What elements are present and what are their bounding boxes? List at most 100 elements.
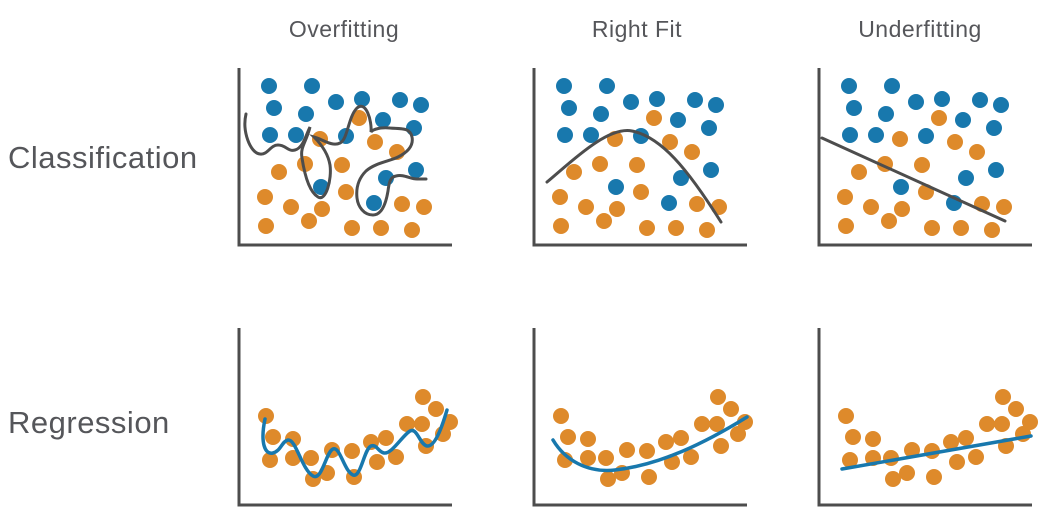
class-blue-dots	[701, 120, 717, 136]
class-blue-dots	[413, 97, 429, 113]
column-header-overfitting: Overfitting	[288, 16, 400, 42]
regression-orange-dots	[265, 429, 281, 445]
regression-orange-dots	[658, 434, 674, 450]
regression-orange-dots	[619, 442, 635, 458]
class-orange-dots	[566, 164, 582, 180]
regression-orange-dots	[378, 430, 394, 446]
class-orange-dots	[996, 199, 1012, 215]
class-blue-dots	[670, 112, 686, 128]
class-blue-dots	[993, 97, 1009, 113]
regression-orange-dots	[580, 450, 596, 466]
row-label-classification: Classification	[8, 140, 198, 175]
class-blue-dots	[288, 127, 304, 143]
class-blue-dots	[988, 162, 1004, 178]
class-orange-dots	[404, 222, 420, 238]
class-blue-dots	[328, 94, 344, 110]
column-header-right-fit: Right Fit	[591, 16, 683, 42]
class-blue-dots	[918, 128, 934, 144]
class-blue-dots	[608, 179, 624, 195]
class-orange-dots	[668, 220, 684, 236]
class-blue-dots	[661, 195, 677, 211]
class-orange-dots	[338, 184, 354, 200]
class-blue-dots	[583, 127, 599, 143]
panel-classification-underfitting	[817, 68, 1032, 247]
class-orange-dots	[596, 213, 612, 229]
class-blue-dots	[955, 112, 971, 128]
class-orange-dots	[344, 220, 360, 236]
class-orange-dots	[629, 157, 645, 173]
class-orange-dots	[257, 189, 273, 205]
class-orange-dots	[881, 213, 897, 229]
axis-lines	[817, 68, 1032, 247]
regression-orange-dots	[885, 471, 901, 487]
class-orange-dots	[851, 164, 867, 180]
class-blue-dots	[986, 120, 1002, 136]
class-blue-dots	[304, 78, 320, 94]
class-orange-dots	[931, 110, 947, 126]
class-orange-dots	[373, 220, 389, 236]
regression-orange-dots	[580, 431, 596, 447]
class-blue-dots	[366, 195, 382, 211]
panel-regression-overfitting	[237, 328, 458, 507]
class-blue-dots	[408, 162, 424, 178]
regression-orange-dots	[641, 469, 657, 485]
regression-orange-dots	[838, 408, 854, 424]
straight-decision-boundary	[820, 136, 1007, 223]
panel-classification-right-fit	[532, 68, 747, 247]
class-blue-dots	[884, 78, 900, 94]
regression-orange-dots	[710, 389, 726, 405]
class-orange-dots	[699, 222, 715, 238]
regression-orange-dots	[560, 429, 576, 445]
class-orange-dots	[837, 189, 853, 205]
smooth-arc-decision-boundary	[545, 129, 723, 224]
class-orange-dots	[552, 189, 568, 205]
class-orange-dots	[367, 134, 383, 150]
class-blue-dots	[842, 127, 858, 143]
regression-orange-dots	[943, 434, 959, 450]
row-label-regression: Regression	[8, 405, 170, 440]
class-blue-dots	[708, 97, 724, 113]
class-orange-dots	[633, 184, 649, 200]
class-orange-dots	[914, 157, 930, 173]
class-blue-dots	[893, 179, 909, 195]
class-orange-dots	[984, 222, 1000, 238]
class-orange-dots	[953, 220, 969, 236]
class-blue-dots	[392, 92, 408, 108]
regression-orange-dots	[926, 469, 942, 485]
regression-orange-dots	[968, 449, 984, 465]
regression-orange-dots	[598, 450, 614, 466]
class-blue-dots	[908, 94, 924, 110]
regression-orange-dots	[1008, 401, 1024, 417]
class-blue-dots	[623, 94, 639, 110]
regression-orange-dots	[730, 426, 746, 442]
class-blue-dots	[934, 91, 950, 107]
class-blue-dots	[556, 78, 572, 94]
regression-orange-dots	[949, 454, 965, 470]
class-orange-dots	[283, 199, 299, 215]
regression-orange-dots	[683, 449, 699, 465]
column-header-underfitting: Underfitting	[858, 16, 982, 42]
axis-lines	[237, 68, 452, 247]
regression-orange-dots	[303, 450, 319, 466]
class-orange-dots	[609, 201, 625, 217]
class-orange-dots	[892, 131, 908, 147]
class-orange-dots	[314, 201, 330, 217]
panel-regression-right-fit	[532, 328, 753, 507]
panel-classification-overfitting	[237, 68, 452, 247]
class-blue-dots	[406, 120, 422, 136]
regression-orange-dots	[399, 416, 415, 432]
class-orange-dots	[689, 196, 705, 212]
regression-orange-dots	[415, 389, 431, 405]
smooth-curve-fit-line	[551, 415, 749, 473]
class-blue-dots	[878, 106, 894, 122]
axis-lines	[532, 68, 747, 247]
wiggly-decision-boundary	[243, 104, 428, 217]
regression-orange-dots	[904, 442, 920, 458]
class-blue-dots	[841, 78, 857, 94]
regression-orange-dots	[1022, 414, 1038, 430]
class-orange-dots	[258, 218, 274, 234]
regression-orange-dots	[995, 389, 1011, 405]
class-blue-dots	[266, 100, 282, 116]
class-orange-dots	[894, 201, 910, 217]
